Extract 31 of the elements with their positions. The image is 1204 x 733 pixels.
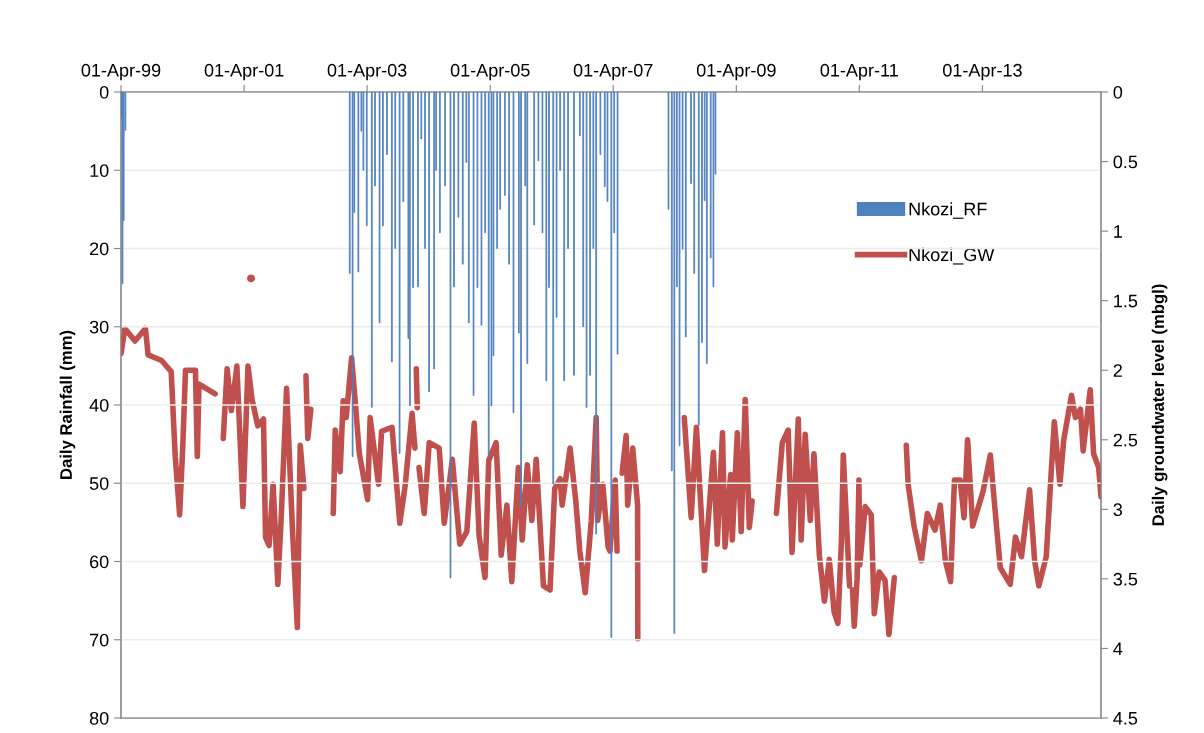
y2-tick-label: 1.5 (1114, 294, 1138, 308)
legend-label: Nkozi_RF (909, 202, 987, 219)
x-tick-label: 01-Apr-11 (820, 63, 898, 81)
y2-tick-label: 0.5 (1113, 155, 1138, 169)
x-tick-label: 01-Apr-09 (696, 63, 776, 81)
y-tick-label: 0 (99, 85, 109, 99)
y-tick-label: 50 (89, 477, 109, 490)
y2-tick-label: 2 (1113, 364, 1122, 377)
y-tick-label: 60 (90, 555, 109, 569)
x-tick-label: 01-Apr-05 (450, 63, 530, 81)
y2-tick-label: 0 (1113, 85, 1123, 99)
y-tick-label: 40 (89, 398, 109, 412)
x-tick-label: 01-Apr-01 (204, 63, 284, 81)
y-axis-title: Daily Rainfall (mm) (59, 330, 76, 479)
y2-tick-label: 1 (1114, 225, 1122, 238)
x-tick-label: 01-Apr-13 (942, 63, 1022, 81)
x-tick-label: 01-Apr-07 (573, 63, 653, 81)
legend-label: Nkozi_GW (909, 247, 995, 265)
y-tick-label: 80 (89, 711, 109, 725)
x-tick-label: 01-Apr-03 (327, 63, 407, 81)
y2-tick-label: 3 (1113, 503, 1123, 517)
y-tick-label: 70 (90, 633, 109, 647)
y-tick-label: 10 (90, 164, 109, 177)
x-tick-label: 01-Apr-99 (81, 63, 161, 81)
y2-tick-label: 2.5 (1113, 433, 1138, 447)
y2-tick-label: 3.5 (1113, 572, 1138, 586)
y-tick-label: 20 (90, 242, 109, 256)
y2-tick-label: 4 (1113, 642, 1123, 655)
y-tick-label: 30 (89, 320, 109, 334)
y2-axis-title: Daily groundwater level (mbgl) (1151, 284, 1168, 526)
y2-tick-label: 4.5 (1113, 712, 1138, 725)
